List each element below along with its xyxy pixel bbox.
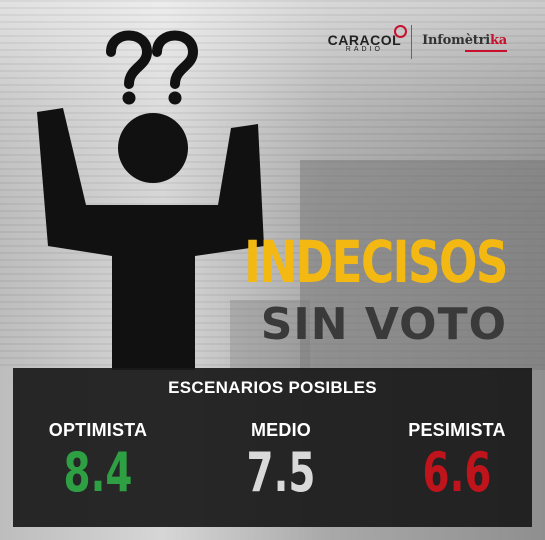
infometrika-logo-main: Infomètri: [422, 32, 490, 48]
background-building: [230, 300, 310, 370]
scenario-medio: MEDIO 7.5: [206, 420, 356, 503]
infometrika-logo-accent: ka: [489, 32, 507, 48]
headline-secondary: SIN VOTO: [260, 299, 507, 350]
logo-divider: [411, 25, 413, 59]
scenario-value: 8.4: [63, 441, 133, 504]
scenario-value: 6.6: [422, 441, 492, 504]
caracol-logo-sub: RADIO: [345, 45, 383, 53]
headline-primary: INDECISOS: [244, 228, 508, 296]
scenario-label: MEDIO: [250, 420, 311, 440]
panel-title: ESCENARIOS POSIBLES: [168, 378, 377, 397]
figure-body: [37, 108, 264, 370]
logos-bar: CARACOL RADIO Infomètrika: [328, 22, 507, 62]
infometrika-logo: Infomètrika: [422, 33, 507, 52]
scenarios-panel: ESCENARIOS POSIBLES OPTIMISTA 8.4 MEDIO …: [13, 368, 532, 527]
caracol-ring-icon: [394, 24, 408, 38]
caracol-radio-logo: CARACOL RADIO: [327, 24, 408, 53]
infometrika-underline: [465, 49, 507, 52]
scenario-pesimista: PESIMISTA 6.6: [382, 420, 532, 503]
figure-head: [118, 113, 188, 183]
scenario-value: 7.5: [246, 441, 316, 504]
scenario-label: PESIMISTA: [408, 420, 506, 440]
headline: INDECISOS SIN VOTO: [170, 228, 508, 352]
question-marks-icon: [106, 30, 199, 89]
caracol-logo-name: CARACOL: [327, 31, 402, 48]
confused-person-icon: [37, 30, 264, 370]
scenario-optimista: OPTIMISTA 8.4: [23, 420, 173, 503]
background-building: [300, 160, 545, 370]
scenario-label: OPTIMISTA: [48, 420, 148, 440]
